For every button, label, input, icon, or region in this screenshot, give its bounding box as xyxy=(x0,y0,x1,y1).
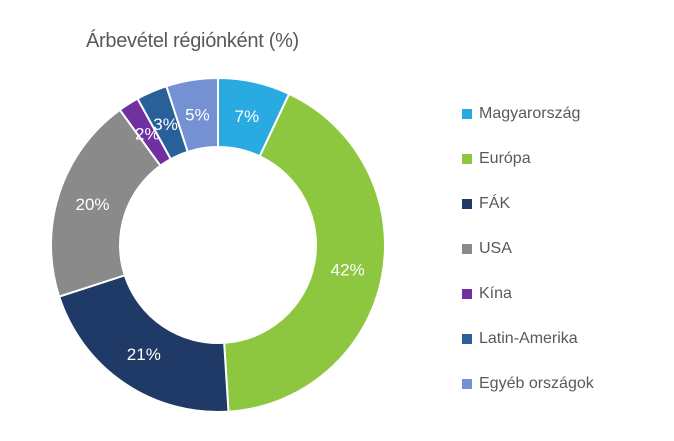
legend-label: Magyarország xyxy=(479,104,581,122)
donut-slice-usa[interactable] xyxy=(49,108,162,298)
legend-swatch xyxy=(462,153,472,164)
legend-label: Európa xyxy=(479,149,531,167)
legend-item-európa[interactable]: Európa xyxy=(462,136,594,181)
legend-item-latin-amerika[interactable]: Latin-Amerika xyxy=(462,316,594,361)
legend-swatch xyxy=(462,243,472,254)
chart-legend: Magyarország Európa FÁK USA Kína Latin-Amerik… xyxy=(462,91,594,406)
legend-item-fák[interactable]: FÁK xyxy=(462,181,594,226)
slice-label: 7% xyxy=(235,107,260,126)
donut-slice-egyéb-országok[interactable] xyxy=(165,76,219,154)
slice-label: 3% xyxy=(153,115,178,134)
legend-label: FÁK xyxy=(479,194,511,212)
donut-slice-fák[interactable] xyxy=(57,274,230,413)
legend-swatch xyxy=(462,108,472,119)
legend-swatch xyxy=(462,198,472,209)
legend-label: Egyéb országok xyxy=(479,374,594,392)
legend-swatch xyxy=(462,333,472,344)
slice-label: 42% xyxy=(331,261,365,280)
slice-label: 21% xyxy=(127,345,161,364)
legend-item-usa[interactable]: USA xyxy=(462,226,594,271)
legend-label: USA xyxy=(479,239,512,257)
donut-slice-európa[interactable] xyxy=(223,92,386,413)
slice-label: 20% xyxy=(75,195,109,214)
slice-label: 5% xyxy=(185,106,210,125)
legend-label: Latin-Amerika xyxy=(479,329,578,347)
chart-title: Árbevétel régiónként (%) xyxy=(86,30,299,52)
legend-swatch xyxy=(462,288,472,299)
legend-item-kína[interactable]: Kína xyxy=(462,271,594,316)
legend-item-egyéb-országok[interactable]: Egyéb országok xyxy=(462,361,594,406)
legend-label: Kína xyxy=(479,284,512,302)
legend-item-magyarország[interactable]: Magyarország xyxy=(462,91,594,136)
legend-swatch xyxy=(462,378,472,389)
